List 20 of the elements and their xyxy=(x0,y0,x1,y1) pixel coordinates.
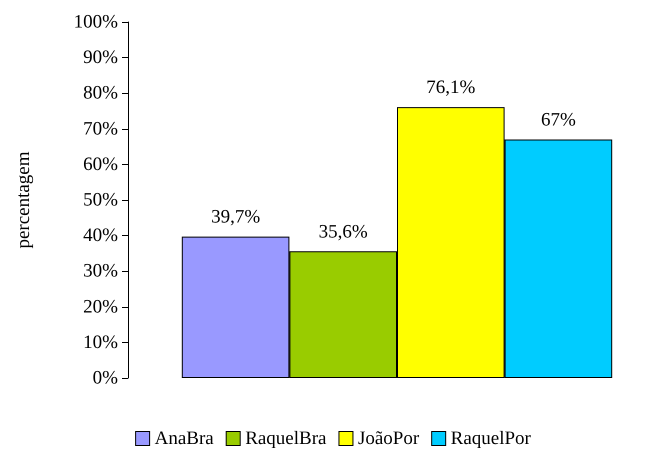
y-tick-label: 50% xyxy=(83,190,118,210)
legend-label: JoãoPor xyxy=(358,428,420,449)
y-tick-label: 30% xyxy=(83,260,118,282)
y-tick-label: 10% xyxy=(83,332,118,353)
y-tick-label: 0% xyxy=(92,368,118,388)
data-label: 35,6% xyxy=(318,221,368,242)
y-tick-label: 80% xyxy=(83,82,118,104)
y-tick-label: 70% xyxy=(83,118,118,140)
y-tick-label: 60% xyxy=(83,154,118,175)
data-label: 76,1% xyxy=(426,77,476,98)
legend-label: AnaBra xyxy=(154,428,214,449)
y-tick-label: 90% xyxy=(83,47,118,68)
legend-label: RaquelBra xyxy=(245,428,328,449)
data-label: 39,7% xyxy=(211,206,260,228)
y-tick-label: 40% xyxy=(83,225,118,246)
legend-label: RaquelPor xyxy=(450,428,532,449)
y-tick-label: 100% xyxy=(74,12,118,32)
y-axis-title: percentagem xyxy=(13,151,34,249)
y-tick-label: 20% xyxy=(83,296,118,318)
data-label: 67% xyxy=(540,109,576,130)
